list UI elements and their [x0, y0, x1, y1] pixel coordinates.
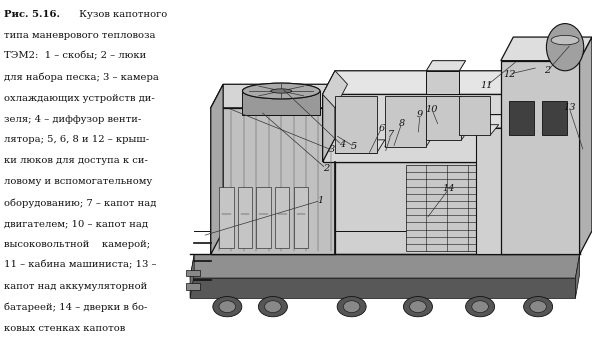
Ellipse shape: [465, 297, 495, 317]
Text: ловому и вспомогательному: ловому и вспомогательному: [4, 177, 152, 186]
Polygon shape: [335, 96, 377, 153]
Text: зеля; 4 – диффузор венти-: зеля; 4 – диффузор венти-: [4, 115, 141, 124]
Bar: [238, 187, 252, 248]
Ellipse shape: [523, 297, 553, 317]
Bar: [275, 187, 289, 248]
Text: 2: 2: [545, 66, 551, 75]
Text: ковых стенках капотов: ковых стенках капотов: [4, 324, 125, 333]
Bar: [256, 187, 271, 248]
Polygon shape: [323, 71, 335, 162]
Bar: [186, 270, 200, 276]
Polygon shape: [580, 37, 592, 254]
Text: 11 – кабина машиниста; 13 –: 11 – кабина машиниста; 13 –: [4, 261, 156, 270]
Polygon shape: [575, 254, 580, 298]
Text: двигателем; 10 – капот над: двигателем; 10 – капот над: [4, 219, 148, 228]
Ellipse shape: [219, 301, 236, 313]
Polygon shape: [190, 254, 194, 298]
Text: 8: 8: [398, 119, 405, 127]
Text: 3: 3: [329, 146, 335, 154]
Bar: [243, 91, 320, 115]
Text: 5: 5: [351, 142, 357, 151]
Ellipse shape: [551, 35, 579, 45]
Polygon shape: [335, 140, 385, 153]
Text: 11: 11: [480, 82, 493, 90]
Text: 13: 13: [563, 103, 575, 112]
Text: ки люков для доступа к си-: ки люков для доступа к си-: [4, 156, 147, 165]
Ellipse shape: [213, 297, 242, 317]
Polygon shape: [211, 108, 335, 254]
Ellipse shape: [410, 301, 426, 313]
Text: охлаждающих устройств ди-: охлаждающих устройств ди-: [4, 94, 155, 103]
Bar: [542, 101, 567, 135]
Text: 2: 2: [323, 164, 329, 173]
Polygon shape: [501, 37, 592, 61]
Ellipse shape: [530, 301, 546, 313]
Ellipse shape: [343, 301, 360, 313]
Bar: [294, 187, 308, 248]
Ellipse shape: [546, 24, 584, 71]
Polygon shape: [459, 96, 490, 135]
Ellipse shape: [265, 301, 281, 313]
Text: для набора песка; 3 – камера: для набора песка; 3 – камера: [4, 73, 159, 82]
Text: капот над аккумуляторной: капот над аккумуляторной: [4, 282, 147, 291]
Polygon shape: [219, 165, 302, 251]
Polygon shape: [426, 96, 462, 140]
Polygon shape: [476, 115, 517, 128]
Polygon shape: [190, 254, 580, 278]
Polygon shape: [211, 84, 223, 254]
Ellipse shape: [243, 83, 320, 99]
Polygon shape: [426, 128, 470, 140]
Bar: [186, 283, 200, 290]
Bar: [509, 101, 534, 135]
Polygon shape: [559, 138, 571, 254]
Text: 12: 12: [503, 70, 516, 79]
Text: батареей; 14 – дверки в бо-: батареей; 14 – дверки в бо-: [4, 303, 147, 312]
Polygon shape: [406, 165, 551, 251]
Bar: [219, 187, 233, 248]
Polygon shape: [501, 61, 580, 254]
Polygon shape: [385, 96, 426, 147]
Text: ТЭМ2:  1 – скобы; 2 – люки: ТЭМ2: 1 – скобы; 2 – люки: [4, 52, 146, 61]
Polygon shape: [323, 71, 522, 94]
Polygon shape: [426, 71, 459, 94]
Text: 14: 14: [443, 184, 455, 193]
Text: 10: 10: [426, 105, 438, 114]
Text: высоковольтной    камерой;: высоковольтной камерой;: [4, 240, 150, 249]
Text: 1: 1: [317, 196, 324, 205]
Polygon shape: [385, 133, 435, 147]
Text: Рис. 5.16.: Рис. 5.16.: [4, 10, 60, 19]
Polygon shape: [426, 61, 466, 71]
Polygon shape: [211, 162, 559, 254]
Polygon shape: [323, 71, 348, 108]
Ellipse shape: [258, 297, 288, 317]
Polygon shape: [211, 138, 223, 254]
Text: лятора; 5, 6, 8 и 12 – крыш-: лятора; 5, 6, 8 и 12 – крыш-: [4, 135, 149, 145]
Polygon shape: [459, 125, 498, 135]
Polygon shape: [190, 278, 575, 298]
Text: 4: 4: [339, 141, 345, 149]
Text: типа маневрового тепловоза: типа маневрового тепловоза: [4, 31, 155, 40]
Text: 6: 6: [378, 124, 385, 132]
Ellipse shape: [271, 89, 292, 93]
Polygon shape: [476, 128, 509, 254]
Text: Кузов капотного: Кузов капотного: [76, 10, 167, 19]
Text: 7: 7: [388, 130, 394, 139]
Ellipse shape: [243, 83, 320, 99]
Polygon shape: [211, 138, 571, 162]
Polygon shape: [323, 94, 509, 162]
Polygon shape: [211, 84, 348, 108]
Ellipse shape: [403, 297, 432, 317]
Text: 9: 9: [417, 110, 423, 119]
Text: оборудованию; 7 – капот над: оборудованию; 7 – капот над: [4, 198, 156, 208]
Ellipse shape: [337, 297, 366, 317]
Ellipse shape: [472, 301, 488, 313]
